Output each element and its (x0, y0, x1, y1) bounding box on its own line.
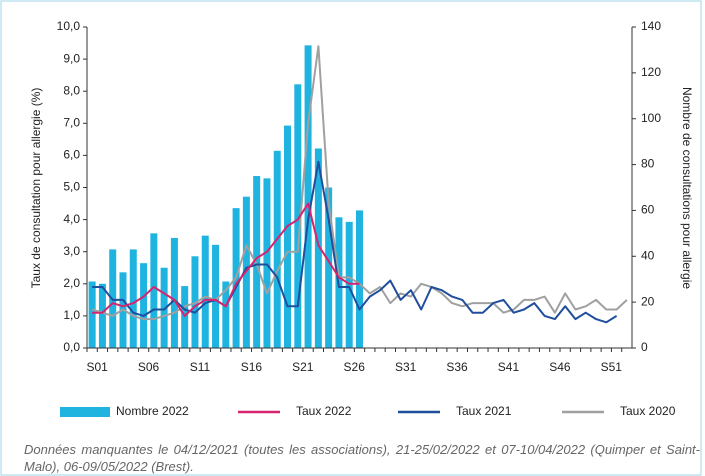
y-tick-label: 10,0 (57, 19, 81, 33)
x-tick-label: S21 (292, 360, 314, 374)
x-tick-label: S16 (241, 360, 263, 374)
bar (201, 235, 209, 348)
bar (212, 244, 220, 348)
x-tick-label: S31 (395, 360, 417, 374)
bar (345, 221, 353, 348)
legend-label: Taux 2022 (296, 404, 352, 418)
x-tick-label: S46 (549, 360, 571, 374)
bar (253, 176, 261, 348)
x-tick-label: S11 (190, 360, 211, 374)
bar (294, 84, 302, 349)
y-tick-label: 6,0 (63, 148, 80, 162)
bar (160, 267, 168, 348)
y-tick-label: 4,0 (63, 212, 80, 226)
y-axis-title: Taux de consultation pour allergie (%) (29, 88, 43, 289)
y-tick-label: 3,0 (63, 244, 80, 258)
bar (98, 283, 106, 348)
y2-tick-label: 60 (641, 203, 655, 217)
legend-label: Taux 2021 (456, 404, 512, 418)
legend-label: Taux 2020 (620, 404, 676, 418)
y-tick-label: 2,0 (63, 276, 80, 290)
bar (284, 125, 292, 348)
legend-label: Nombre 2022 (116, 404, 189, 418)
bar (356, 210, 363, 348)
y2-tick-label: 120 (641, 65, 661, 79)
bar (170, 237, 178, 348)
bar (325, 187, 333, 348)
bar (129, 249, 137, 348)
footnote: Données manquantes le 04/12/2021 (toutes… (24, 442, 700, 474)
legend-swatch (60, 407, 110, 417)
x-tick-label: S51 (601, 360, 623, 374)
x-tick-label: S06 (138, 360, 160, 374)
bar (140, 263, 148, 348)
x-tick-label: S41 (498, 360, 520, 374)
y-tick-label: 8,0 (63, 83, 80, 97)
x-tick-label: S36 (446, 360, 468, 374)
bar (181, 286, 189, 348)
y2-tick-label: 80 (641, 157, 655, 171)
y2-tick-label: 0 (641, 340, 648, 354)
line (92, 160, 618, 324)
x-tick-label: S26 (344, 360, 366, 374)
bar (304, 45, 312, 348)
bar (273, 150, 281, 348)
y-tick-label: 7,0 (63, 115, 80, 129)
y2-tick-label: 100 (641, 111, 661, 125)
y2-tick-label: 40 (641, 248, 655, 262)
bar (88, 281, 96, 348)
y2-axis-title: Nombre de consultations pour allergie (680, 87, 694, 289)
bar (263, 178, 271, 348)
y2-tick-label: 140 (641, 19, 661, 33)
x-tick-label: S01 (86, 360, 108, 374)
y-tick-label: 9,0 (63, 51, 80, 65)
y2-tick-label: 20 (641, 294, 655, 308)
bar (150, 233, 158, 348)
y-tick-label: 0,0 (63, 340, 80, 354)
bar (222, 281, 230, 348)
y-tick-label: 5,0 (63, 180, 80, 194)
y-tick-label: 1,0 (63, 308, 80, 322)
line (92, 202, 360, 317)
bar (314, 148, 322, 348)
